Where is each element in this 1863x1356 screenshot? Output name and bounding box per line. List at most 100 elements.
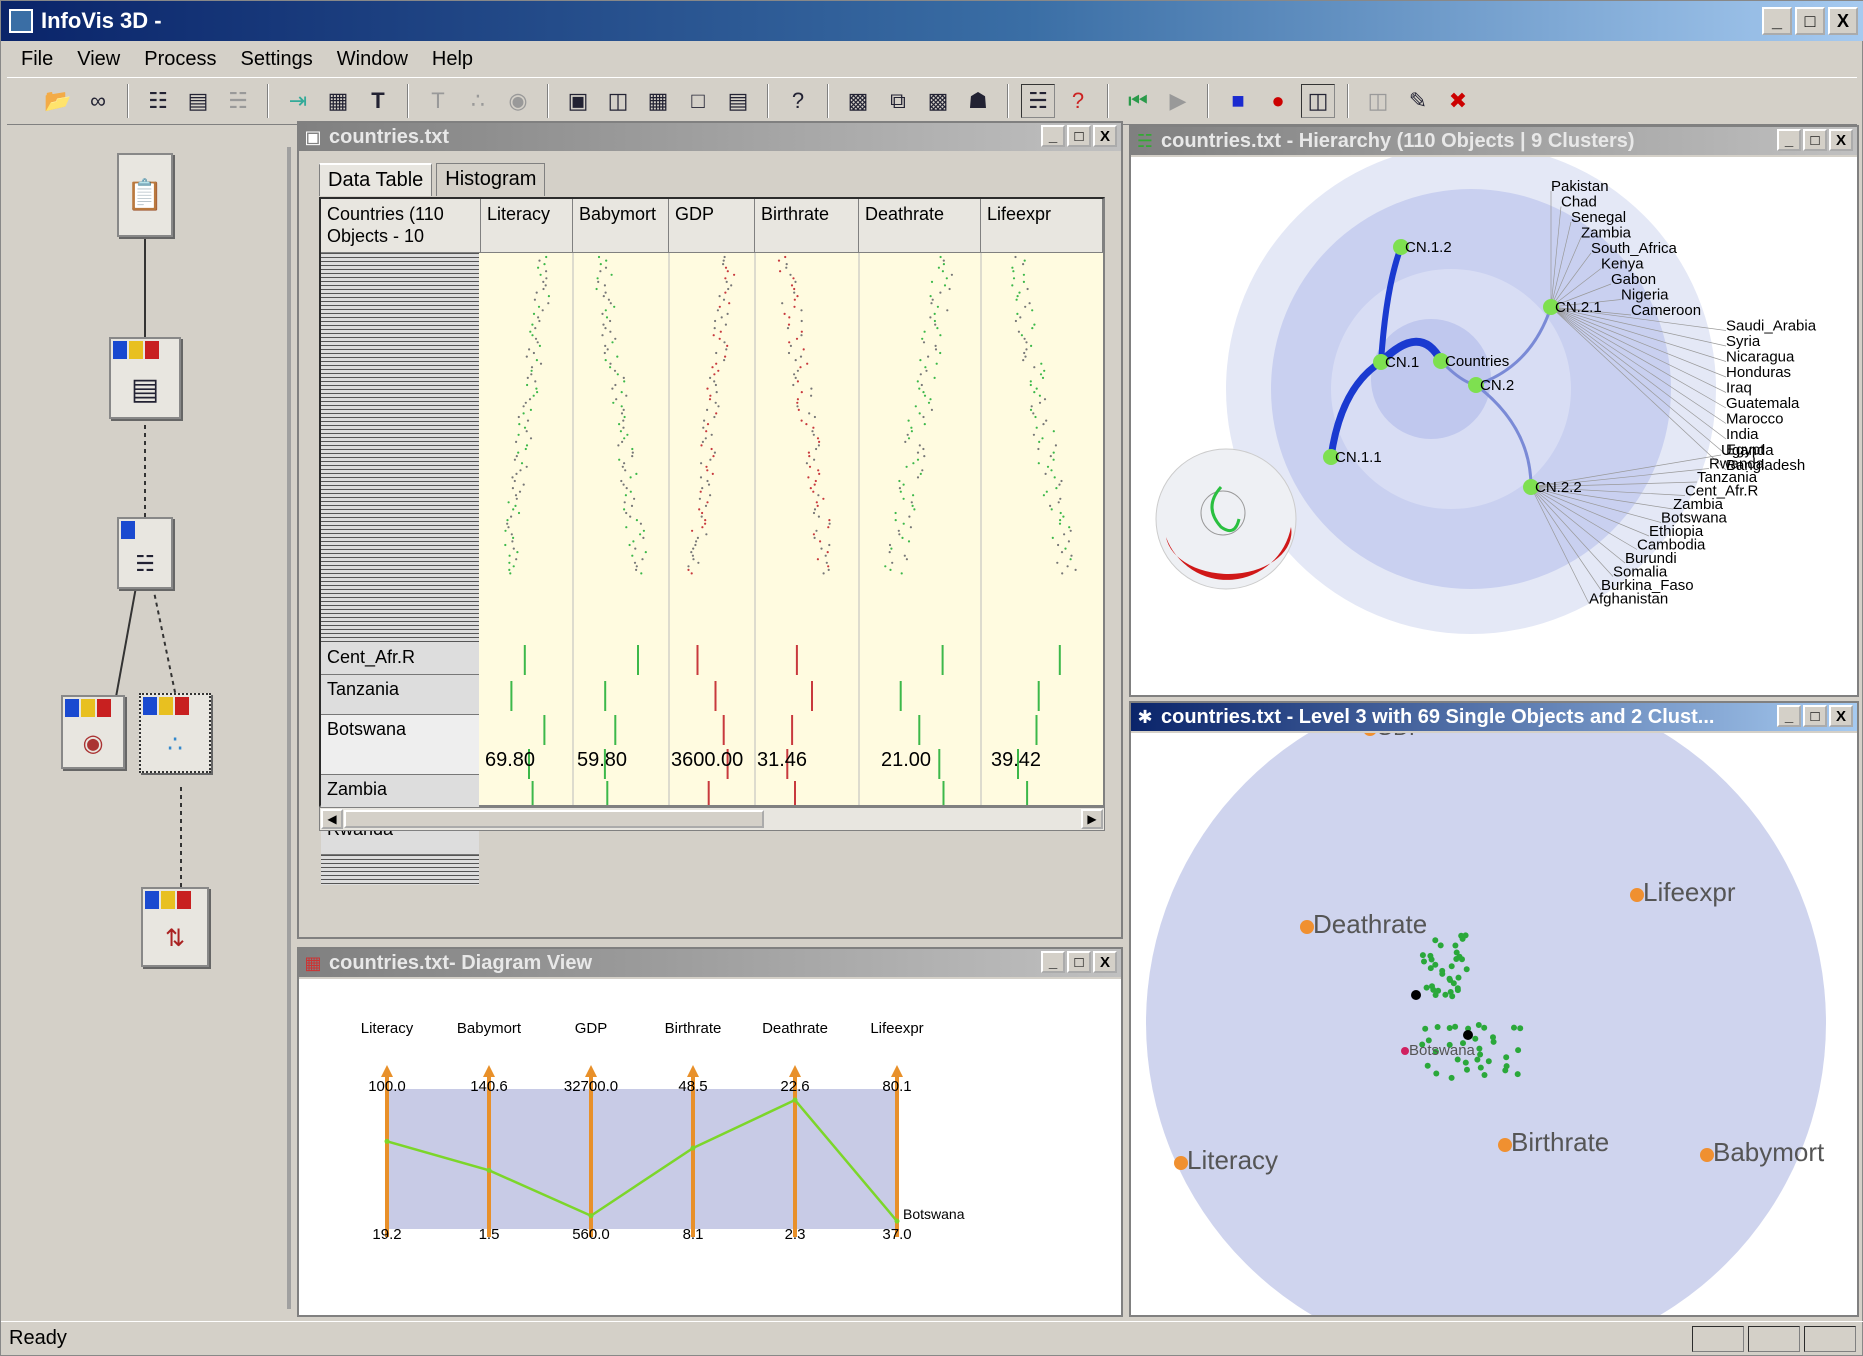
minimize-button[interactable]: _ [1041,125,1065,147]
frames-icon[interactable]: ◫ [1301,84,1335,118]
tab-data-table[interactable]: Data Table [319,163,433,196]
table-dot [724,291,727,294]
maximize-button[interactable]: □ [1067,951,1091,973]
close-button[interactable]: X [1093,951,1117,973]
close-button[interactable]: X [1829,129,1853,151]
help-icon[interactable]: ? [791,88,805,113]
table-dot [779,270,782,273]
table-icon[interactable]: ▤ [187,88,209,113]
globe-icon[interactable]: ◉ [508,88,528,113]
table-dot [703,419,706,422]
table-dot [810,387,813,390]
menu-help[interactable]: Help [431,47,474,70]
column-header-lifeexpr[interactable]: Lifeexpr [981,199,1103,253]
workflow-node-cluster[interactable]: ☵ [117,517,173,589]
table-dot [700,515,703,518]
table-dot [933,319,936,323]
status-panel [1748,1326,1800,1352]
table-row-name[interactable]: Tanzania [321,675,479,715]
menu-file[interactable]: File [21,47,54,70]
maximize-button[interactable]: □ [1803,705,1827,727]
view5-icon[interactable]: ▤ [727,88,749,113]
view1-icon[interactable]: ▣ [567,88,589,113]
save-icon[interactable]: ▩ [927,88,949,113]
window-controls: _ □ X [1762,7,1858,35]
minimize-button[interactable]: _ [1762,7,1792,35]
scroll-right-arrow-icon[interactable]: ▶ [1081,809,1103,829]
menu-view[interactable]: View [77,47,121,70]
table-row-name-selected[interactable]: Botswana [321,715,479,775]
data-point [1472,1035,1479,1042]
workflow-node-table[interactable]: ▤ [109,337,181,419]
table-dot [715,412,718,415]
view4-icon[interactable]: □ [691,88,705,113]
text-T-icon[interactable]: T [371,88,385,113]
table-dot [942,263,945,266]
text-sub-icon[interactable]: T [431,88,445,113]
close-button[interactable]: X [1093,125,1117,147]
column-header-babymort[interactable]: Babymort [573,199,669,253]
tree-icon[interactable]: ☵ [228,88,248,113]
radviz-view[interactable]: GDP Lifeexpr Deathrate Literacy Birthrate Bab… [1131,733,1857,1315]
menu-settings[interactable]: Settings [240,47,313,70]
close-button[interactable]: X [1829,705,1853,727]
pin-icon[interactable]: ✖ [1448,88,1468,113]
copy-window-icon[interactable]: ⧉ [890,88,906,113]
column-header-deathrate[interactable]: Deathrate [859,199,981,253]
open-folder-icon[interactable]: 📂 [44,88,72,113]
minimize-button[interactable]: _ [1777,129,1801,151]
table-row-name[interactable]: Cent_Afr.R [321,643,479,675]
maximize-button[interactable]: □ [1795,7,1825,35]
minimize-button[interactable]: _ [1041,951,1065,973]
workflow-node-scatter-view[interactable]: ∴ [139,693,211,773]
table-dot [697,561,700,564]
table-dot [888,543,892,547]
workflow-node-hierarchy-view[interactable]: ◉ [61,695,125,769]
table-dot [706,408,709,411]
scrollbar-thumb[interactable] [344,810,764,828]
table-dot [910,426,913,429]
minimize-button[interactable]: _ [1777,705,1801,727]
rewind-icon[interactable]: ⏮ [1128,88,1148,113]
axis-min-label: 1.5 [479,1226,500,1243]
table-dot [526,419,530,422]
table-dot [704,519,707,522]
menu-window[interactable]: Window [336,47,408,70]
column-header-birthrate[interactable]: Birthrate [755,199,859,253]
table-dot [717,369,720,372]
view3-icon[interactable]: ▦ [647,88,669,113]
stack-icon[interactable]: ◫ [1367,88,1389,113]
hierarchy-icon[interactable]: ☷ [148,88,168,113]
close-button[interactable]: X [1828,7,1858,35]
grid-icon[interactable]: ▦ [327,88,349,113]
workflow-node-file-input[interactable]: 📋 [117,153,173,237]
status-panel [1692,1326,1744,1352]
tree-select-icon[interactable]: ☵ [1021,84,1055,118]
column-header-countries[interactable]: Countries (110 Objects - 10 [321,199,481,253]
scatter-icon[interactable]: ∴ [471,88,485,113]
play-icon[interactable]: ▶ [1169,88,1187,113]
record-icon[interactable]: ● [1271,88,1285,113]
horizontal-scrollbar[interactable]: ◀ ▶ [319,807,1105,831]
maximize-button[interactable]: □ [1803,129,1827,151]
view2-icon[interactable]: ◫ [607,88,629,113]
stop-icon[interactable]: ■ [1231,88,1245,113]
menu-process[interactable]: Process [144,47,217,70]
table-dot [1074,568,1077,571]
column-header-gdp[interactable]: GDP [669,199,755,253]
table-dot [1055,487,1058,490]
arrow-in-icon[interactable]: ⇥ [288,88,308,113]
maximize-button[interactable]: □ [1067,125,1091,147]
question-cursor-icon[interactable]: ? [1071,88,1085,113]
parallel-coordinates-plot[interactable]: Literacy 100.0 19.2 Babymort 140.6 1.5 GDP 3270… [299,979,1121,1315]
scroll-left-arrow-icon[interactable]: ◀ [321,809,343,829]
workflow-node-diagram-view[interactable]: ⇅ [141,887,209,967]
hierarchy-view[interactable]: PakistanChadSenegalZambiaSouth_AfricaKen… [1131,157,1857,695]
glasses-icon[interactable]: ∞ [90,88,106,113]
binoculars-icon[interactable]: ☗ [968,88,988,113]
small-window-icon[interactable]: ▩ [847,88,869,113]
export-icon[interactable]: ✎ [1408,88,1428,113]
tab-histogram[interactable]: Histogram [436,163,546,196]
node-label: CN.1 [1385,354,1419,371]
column-header-literacy[interactable]: Literacy [481,199,573,253]
